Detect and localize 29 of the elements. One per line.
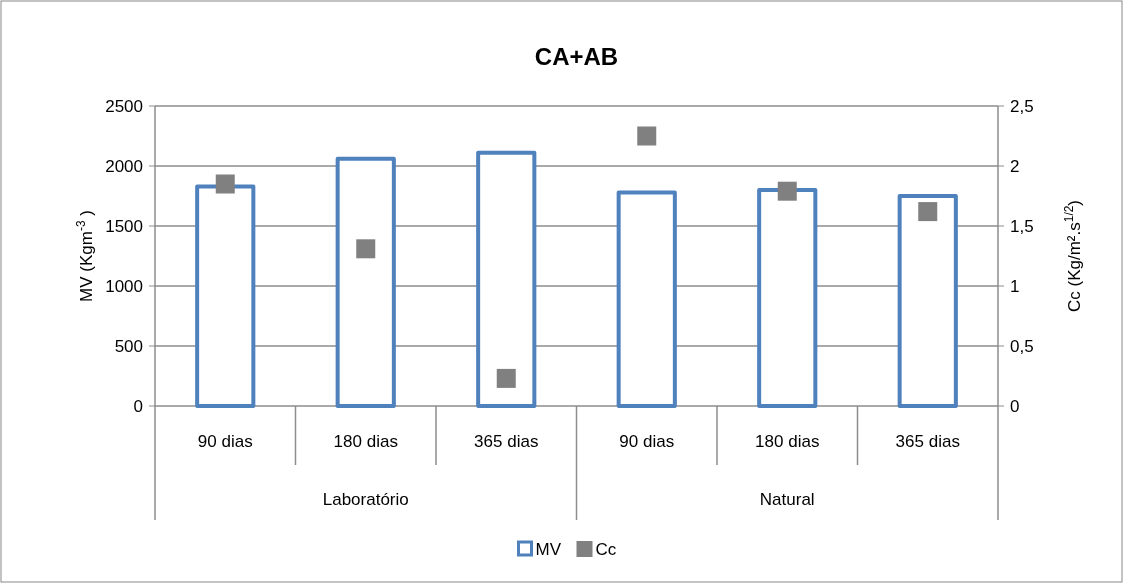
y2-tick-label: 1,5	[1010, 216, 1034, 236]
point	[777, 181, 797, 201]
y2-tick-label: 2,5	[1010, 96, 1034, 116]
y2-tick-label: 2	[1010, 156, 1020, 176]
point	[356, 239, 376, 259]
y-tick-label: 2500	[105, 96, 143, 116]
x-tick-label: 365 dias	[474, 431, 539, 451]
y-tick-label: 2000	[105, 156, 143, 176]
x-tick-label: 90 dias	[619, 431, 675, 451]
point	[215, 174, 235, 194]
text: Laboratório	[322, 489, 409, 509]
y-tick-label: 500	[114, 336, 143, 356]
y-tick-label: 1500	[105, 216, 143, 236]
y2-tick-label: 0,5	[1010, 336, 1034, 356]
point	[496, 368, 516, 388]
x-tick-label: 180 dias	[333, 431, 398, 451]
y-tick-label: 0	[133, 396, 143, 416]
point	[918, 202, 938, 222]
x-tick-label: 365 dias	[895, 431, 960, 451]
x-tick-label: 180 dias	[755, 431, 820, 451]
y-tick-label: 1000	[105, 276, 143, 296]
x-tick-label: 90 dias	[197, 431, 253, 451]
chart-title: CA+AB	[534, 43, 619, 70]
legend-label: Cc	[595, 539, 617, 559]
text: Natural	[759, 489, 815, 509]
legend-label: MV	[535, 539, 562, 559]
point	[637, 126, 657, 146]
y2-tick-label: 1	[1010, 276, 1020, 296]
y2-tick-label: 0	[1010, 396, 1020, 416]
